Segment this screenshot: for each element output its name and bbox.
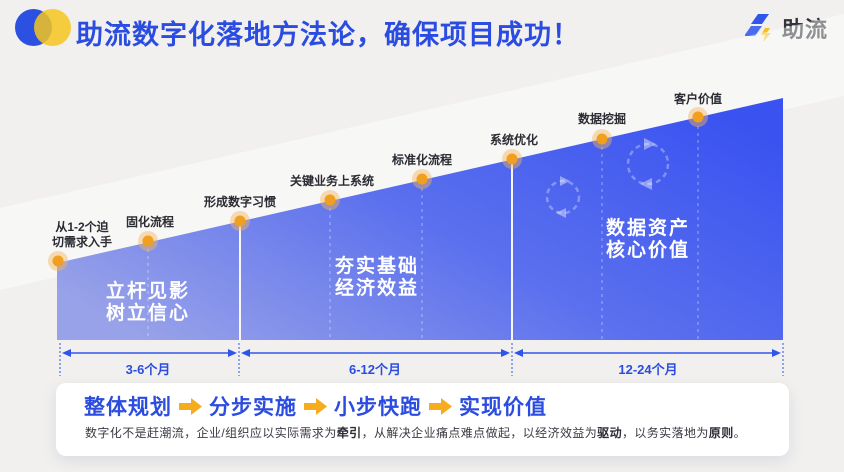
duration-label: 12-24个月 xyxy=(618,362,678,377)
desc-keyword: 驱动 xyxy=(597,426,622,440)
milestone-dot xyxy=(592,129,612,149)
milestone-label: 关键业务上系统 xyxy=(289,174,375,188)
desc-text: ，从解决企业痛点难点做起，以经济效益为 xyxy=(361,426,598,440)
milestone-label: 形成数字习惯 xyxy=(203,195,277,209)
desc-text: 数字化不是赶潮流，企业/组织应以实际需求为 xyxy=(85,426,337,440)
desc-keyword: 牵引 xyxy=(336,426,362,440)
desc-text: ，以务实落地为 xyxy=(621,426,709,440)
milestone-dot xyxy=(48,251,68,271)
sync-arrows-decoration-icon xyxy=(545,176,581,218)
milestone-label: 固化流程 xyxy=(125,215,175,229)
milestone-label: 标准化流程 xyxy=(391,153,453,167)
arrow-right-icon xyxy=(179,397,202,415)
duration-arrows xyxy=(59,343,784,376)
milestone-label: 数据挖掘 xyxy=(577,112,627,126)
milestone-dot xyxy=(320,190,340,210)
step-label: 分步实施 xyxy=(209,396,297,419)
section-title: 立杆见影 树立信心 xyxy=(105,281,191,324)
arrow-right-icon xyxy=(429,397,452,415)
milestone-dot xyxy=(138,231,158,251)
section-title: 数据资产 核心价值 xyxy=(605,218,691,261)
desc-text: 。 xyxy=(733,426,747,440)
milestone-dot xyxy=(412,169,432,189)
milestone-dot xyxy=(688,107,708,127)
sync-arrows-decoration-icon xyxy=(626,138,670,190)
steps-row: 整体规划 分步实施 小步快跑 实现价值 xyxy=(84,391,547,421)
milestone-label: 系统优化 xyxy=(489,133,539,147)
milestone-dot xyxy=(502,149,522,169)
brand-name: 助流 xyxy=(781,17,828,42)
desc-keyword: 原则 xyxy=(708,426,734,440)
duration-label: 6-12个月 xyxy=(348,362,402,377)
step-label: 小步快跑 xyxy=(334,396,422,419)
background-highlight-band xyxy=(0,14,844,290)
page-title: 助流数字化落地方法论，确保项目成功！ xyxy=(76,20,580,50)
duration-arrowheads xyxy=(62,349,781,357)
milestone-dots xyxy=(48,107,708,271)
step-label: 实现价值 xyxy=(459,396,547,419)
section-title: 夯实基础 经济效益 xyxy=(334,256,420,299)
milestone-label: 客户价值 xyxy=(673,92,723,106)
zhuliu-lightning-logo-icon xyxy=(744,14,771,42)
logo-yellow-circle xyxy=(34,9,71,46)
summary-description: 数字化不是赶潮流，企业/组织应以实际需求为牵引，从解决企业痛点难点做起，以经济效… xyxy=(85,424,746,441)
brand-logo: 助流 xyxy=(744,12,828,44)
milestone-dot xyxy=(230,211,250,231)
duration-label: 3-6个月 xyxy=(125,362,171,377)
arrow-right-icon xyxy=(304,397,327,415)
overlapping-circles-logo-icon xyxy=(15,9,73,47)
milestone-label: 从1-2个迫 切需求入手 xyxy=(51,220,113,249)
summary-card: 整体规划 分步实施 小步快跑 实现价值 数字化不是赶潮流，企业/组织应以实际需求… xyxy=(56,383,789,456)
step-label: 整体规划 xyxy=(84,396,172,419)
growth-ramp xyxy=(57,98,783,340)
